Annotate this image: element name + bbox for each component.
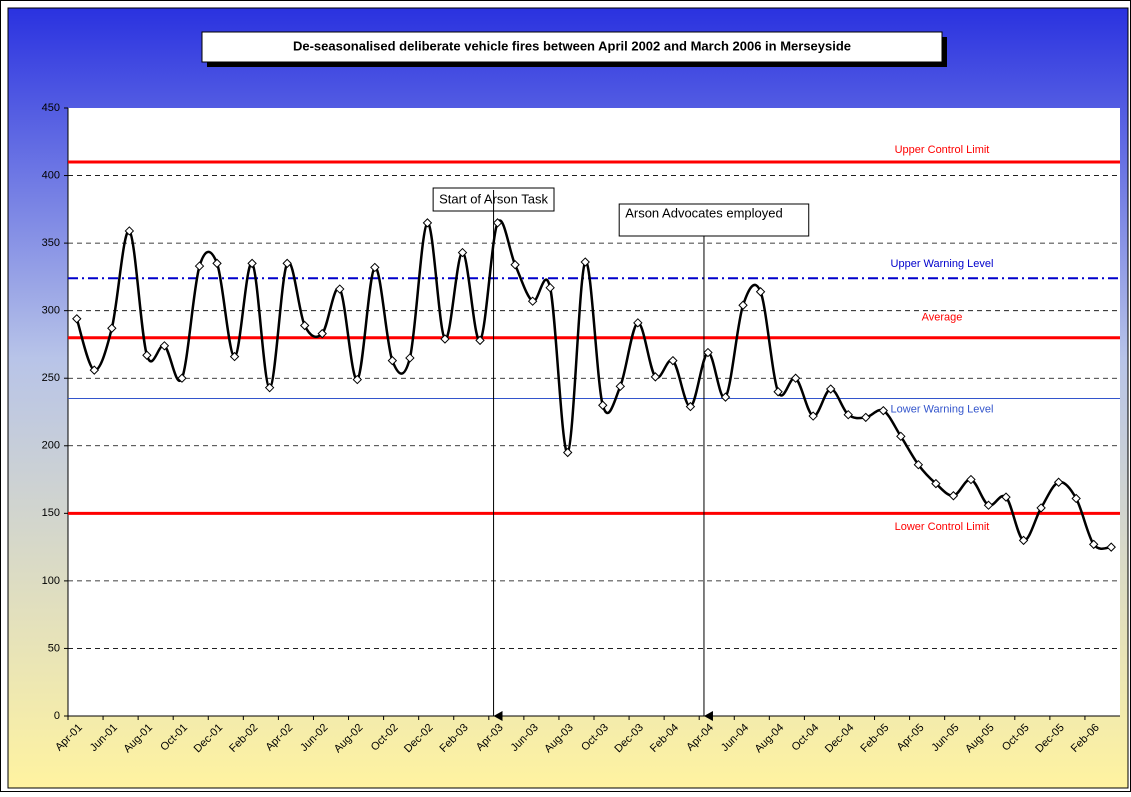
marker [615,381,626,392]
marker [352,374,363,385]
marker [282,258,292,269]
marker [1053,477,1064,487]
marker [948,491,959,501]
marker [107,323,117,333]
marker [405,353,415,363]
marker [913,459,924,470]
y-tick-label: 0 [54,710,60,722]
y-tick-label: 50 [48,642,60,654]
marker [773,387,783,397]
reference-label: Lower Warning Level [891,403,994,415]
marker [755,287,766,297]
marker [878,405,889,416]
marker [457,247,468,258]
marker [264,382,275,393]
marker [124,226,135,236]
marker [703,347,713,358]
reference-label: Upper Warning Level [891,258,994,270]
reference-label: Upper Control Limit [895,144,990,156]
marker [685,401,696,412]
marker [650,372,661,382]
marker [1088,539,1099,550]
y-tick-label: 100 [42,575,60,587]
marker [966,474,976,485]
marker [720,392,731,402]
marker [317,328,327,339]
y-tick-label: 300 [42,305,60,317]
y-tick-label: 400 [42,169,60,181]
marker [142,350,152,360]
marker [668,355,678,366]
marker [370,262,380,273]
marker [562,447,573,458]
marker [598,400,608,410]
y-tick-label: 350 [42,237,60,249]
marker [545,282,555,293]
marker [738,300,748,310]
marker [194,261,205,271]
marker [983,500,994,510]
y-tick-label: 150 [42,507,60,519]
marker [475,335,485,346]
marker [843,409,853,420]
marker [861,412,871,423]
marker [510,260,520,270]
marker [387,355,398,366]
marker [247,258,257,269]
marker [422,218,433,228]
marker [492,218,503,228]
y-tick-label: 250 [42,372,60,384]
reference-label: Average [922,312,963,324]
marker [299,320,310,331]
marker [89,365,100,375]
marker [931,478,941,489]
marker [72,314,82,324]
marker [825,384,836,394]
marker [159,341,170,351]
marker [212,258,222,269]
marker [808,411,818,421]
y-tick-label: 200 [42,440,60,452]
marker [177,373,187,383]
marker [440,334,450,344]
marker [1001,492,1011,502]
annotation-box [618,203,810,237]
marker [633,318,643,328]
marker [790,373,801,383]
marker [896,431,906,442]
marker [1036,503,1046,513]
annotation-text: Arson Advocates employed [625,205,783,220]
marker [1106,542,1116,552]
chart-title: De-seasonalised deliberate vehicle fires… [293,38,851,53]
marker [580,257,590,267]
marker [1071,493,1081,504]
marker [1018,535,1029,546]
marker [335,284,345,294]
marker [527,296,538,306]
marker [229,351,240,362]
plot-area [68,108,1120,716]
title-box [201,31,943,63]
y-tick-label: 450 [42,102,60,114]
reference-label: Lower Control Limit [895,521,990,533]
